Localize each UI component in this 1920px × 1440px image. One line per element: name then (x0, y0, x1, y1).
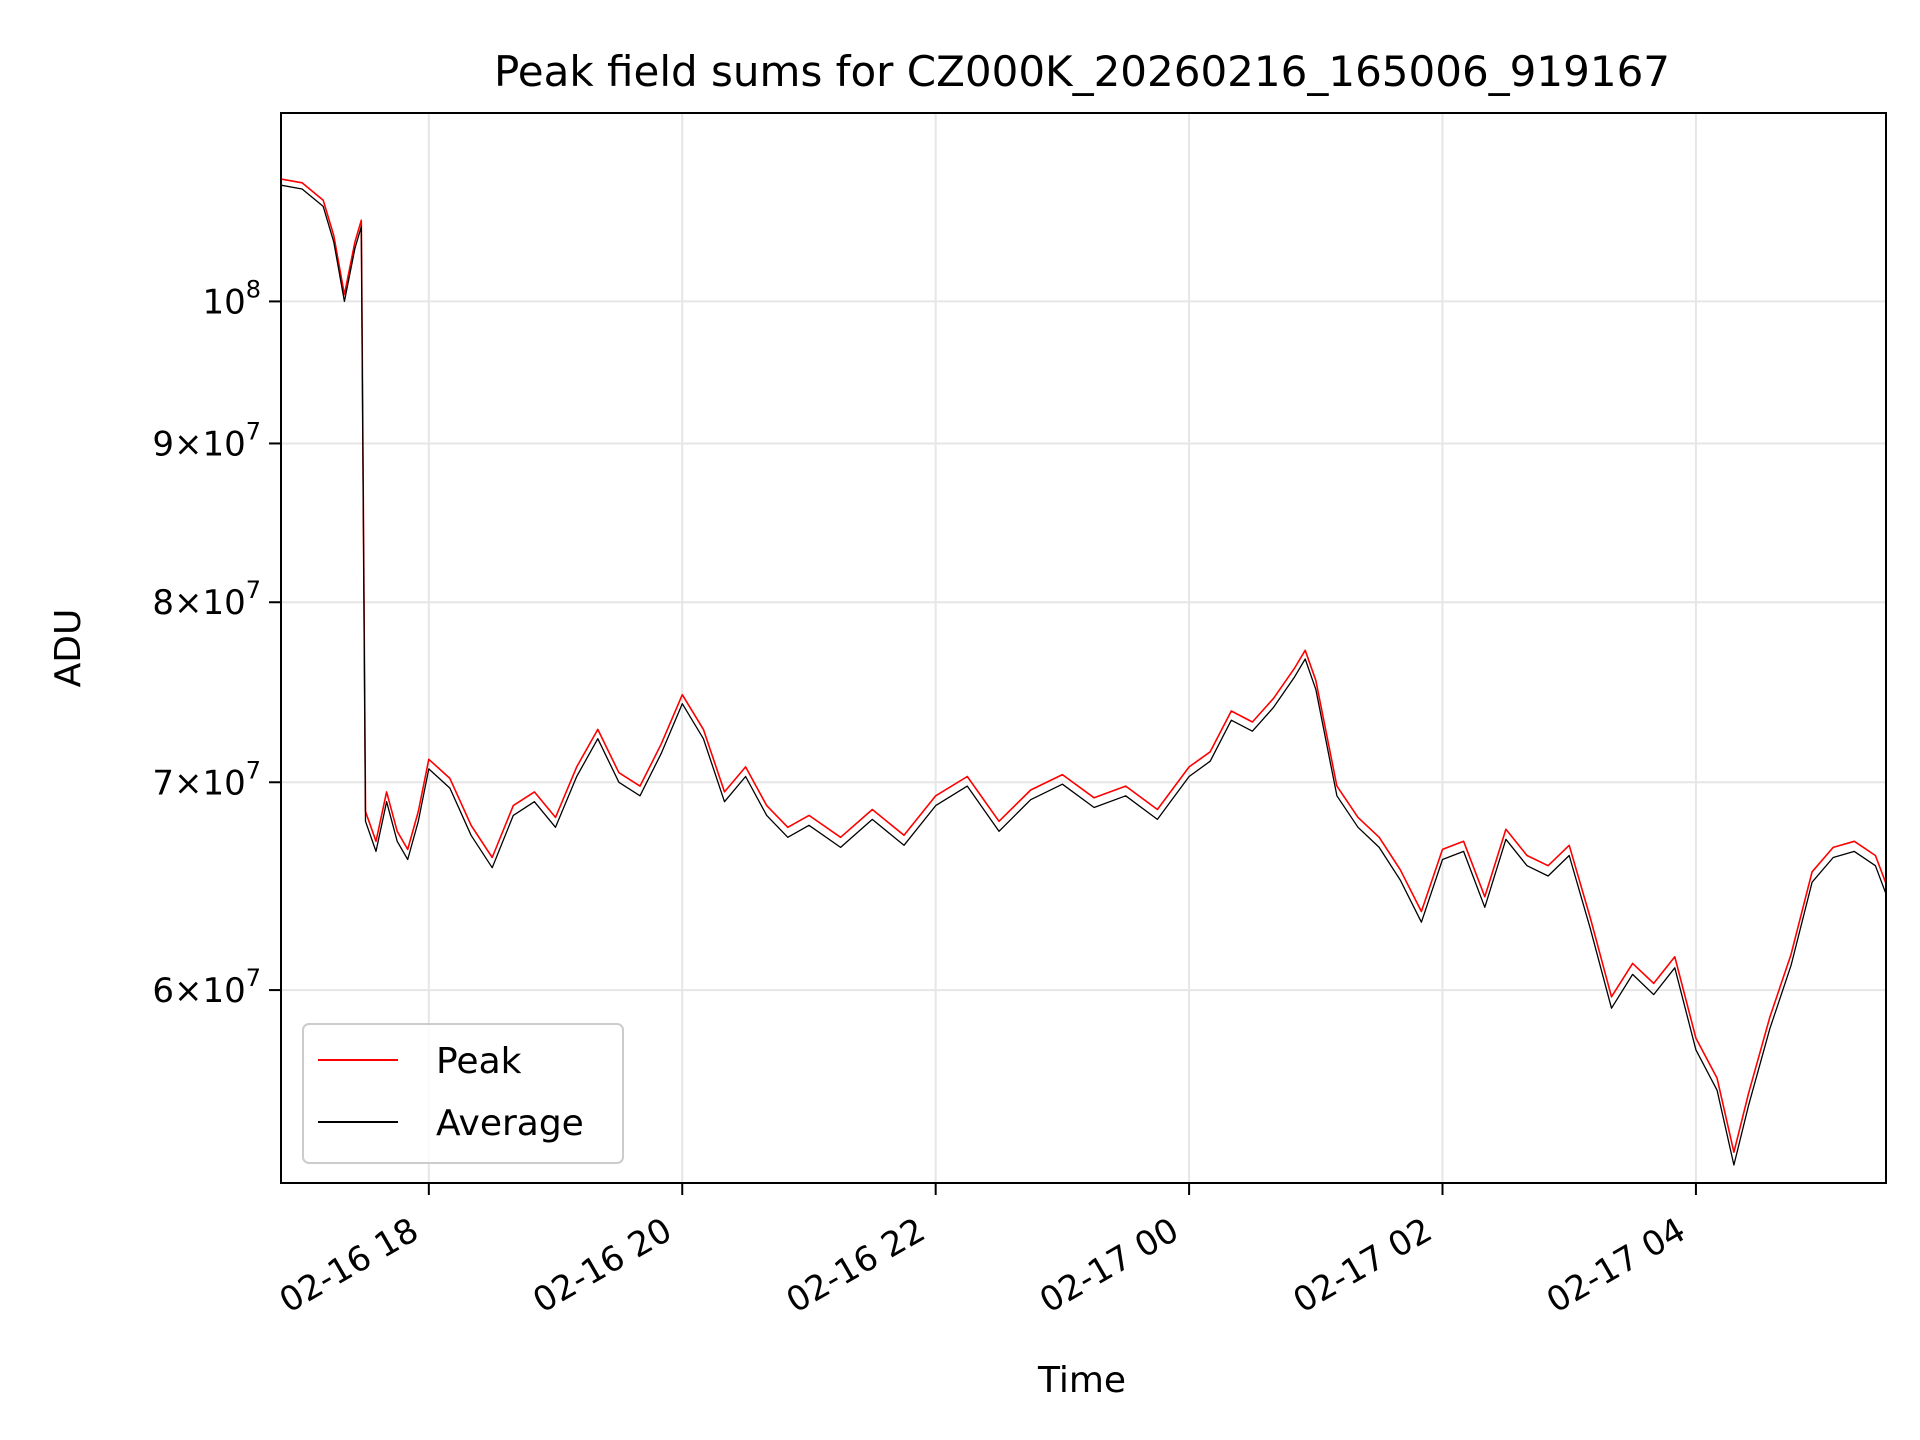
plot-frame (280, 112, 1887, 1184)
x-tick-label: 02-17 02 (1287, 1210, 1439, 1321)
y-tick-base: 10 (202, 282, 245, 322)
x-axis-label: Time (1037, 1360, 1126, 1401)
y-tick-label: 108 (202, 275, 261, 322)
y-tick-exponent: 8 (246, 275, 261, 303)
x-tick-label: 02-17 00 (1033, 1210, 1185, 1321)
x-axis-ticks: 02-16 18 02-16 20 02-16 22 02-17 00 02-17 02… (273, 1183, 1697, 1321)
y-tick-exponent: 7 (246, 756, 261, 784)
y-tick-exponent: 7 (246, 964, 261, 992)
chart-title: Peak field sums for CZ000K_20260216_1650… (494, 47, 1670, 96)
y-tick-exponent: 7 (246, 417, 261, 445)
y-tick-label: 6×107 (152, 964, 261, 1011)
y-tick-base: 8×10 (152, 583, 245, 623)
legend-box (302, 1023, 624, 1164)
plot-lines (281, 178, 1886, 1166)
series-line-peak (281, 178, 1886, 1153)
x-tick-label: 02-17 04 (1540, 1210, 1692, 1321)
x-tick-label: 02-16 20 (526, 1210, 678, 1321)
legend: Peak Average (302, 1023, 624, 1164)
x-tick-label: 02-16 18 (273, 1210, 425, 1321)
series-line-average (281, 184, 1886, 1166)
y-tick-base: 7×10 (152, 763, 245, 803)
y-tick-label: 8×107 (152, 576, 261, 623)
y-axis-label: ADU (48, 609, 89, 688)
y-tick-exponent: 7 (246, 576, 261, 604)
y-tick-base: 6×10 (152, 971, 245, 1011)
legend-label-peak: Peak (436, 1041, 522, 1082)
grid-lines (281, 113, 1886, 1183)
y-tick-label: 9×107 (152, 417, 261, 464)
y-tick-base: 9×10 (152, 424, 245, 464)
y-tick-label: 7×107 (152, 756, 261, 803)
x-tick-label: 02-16 22 (780, 1210, 932, 1321)
legend-label-average: Average (436, 1103, 584, 1144)
